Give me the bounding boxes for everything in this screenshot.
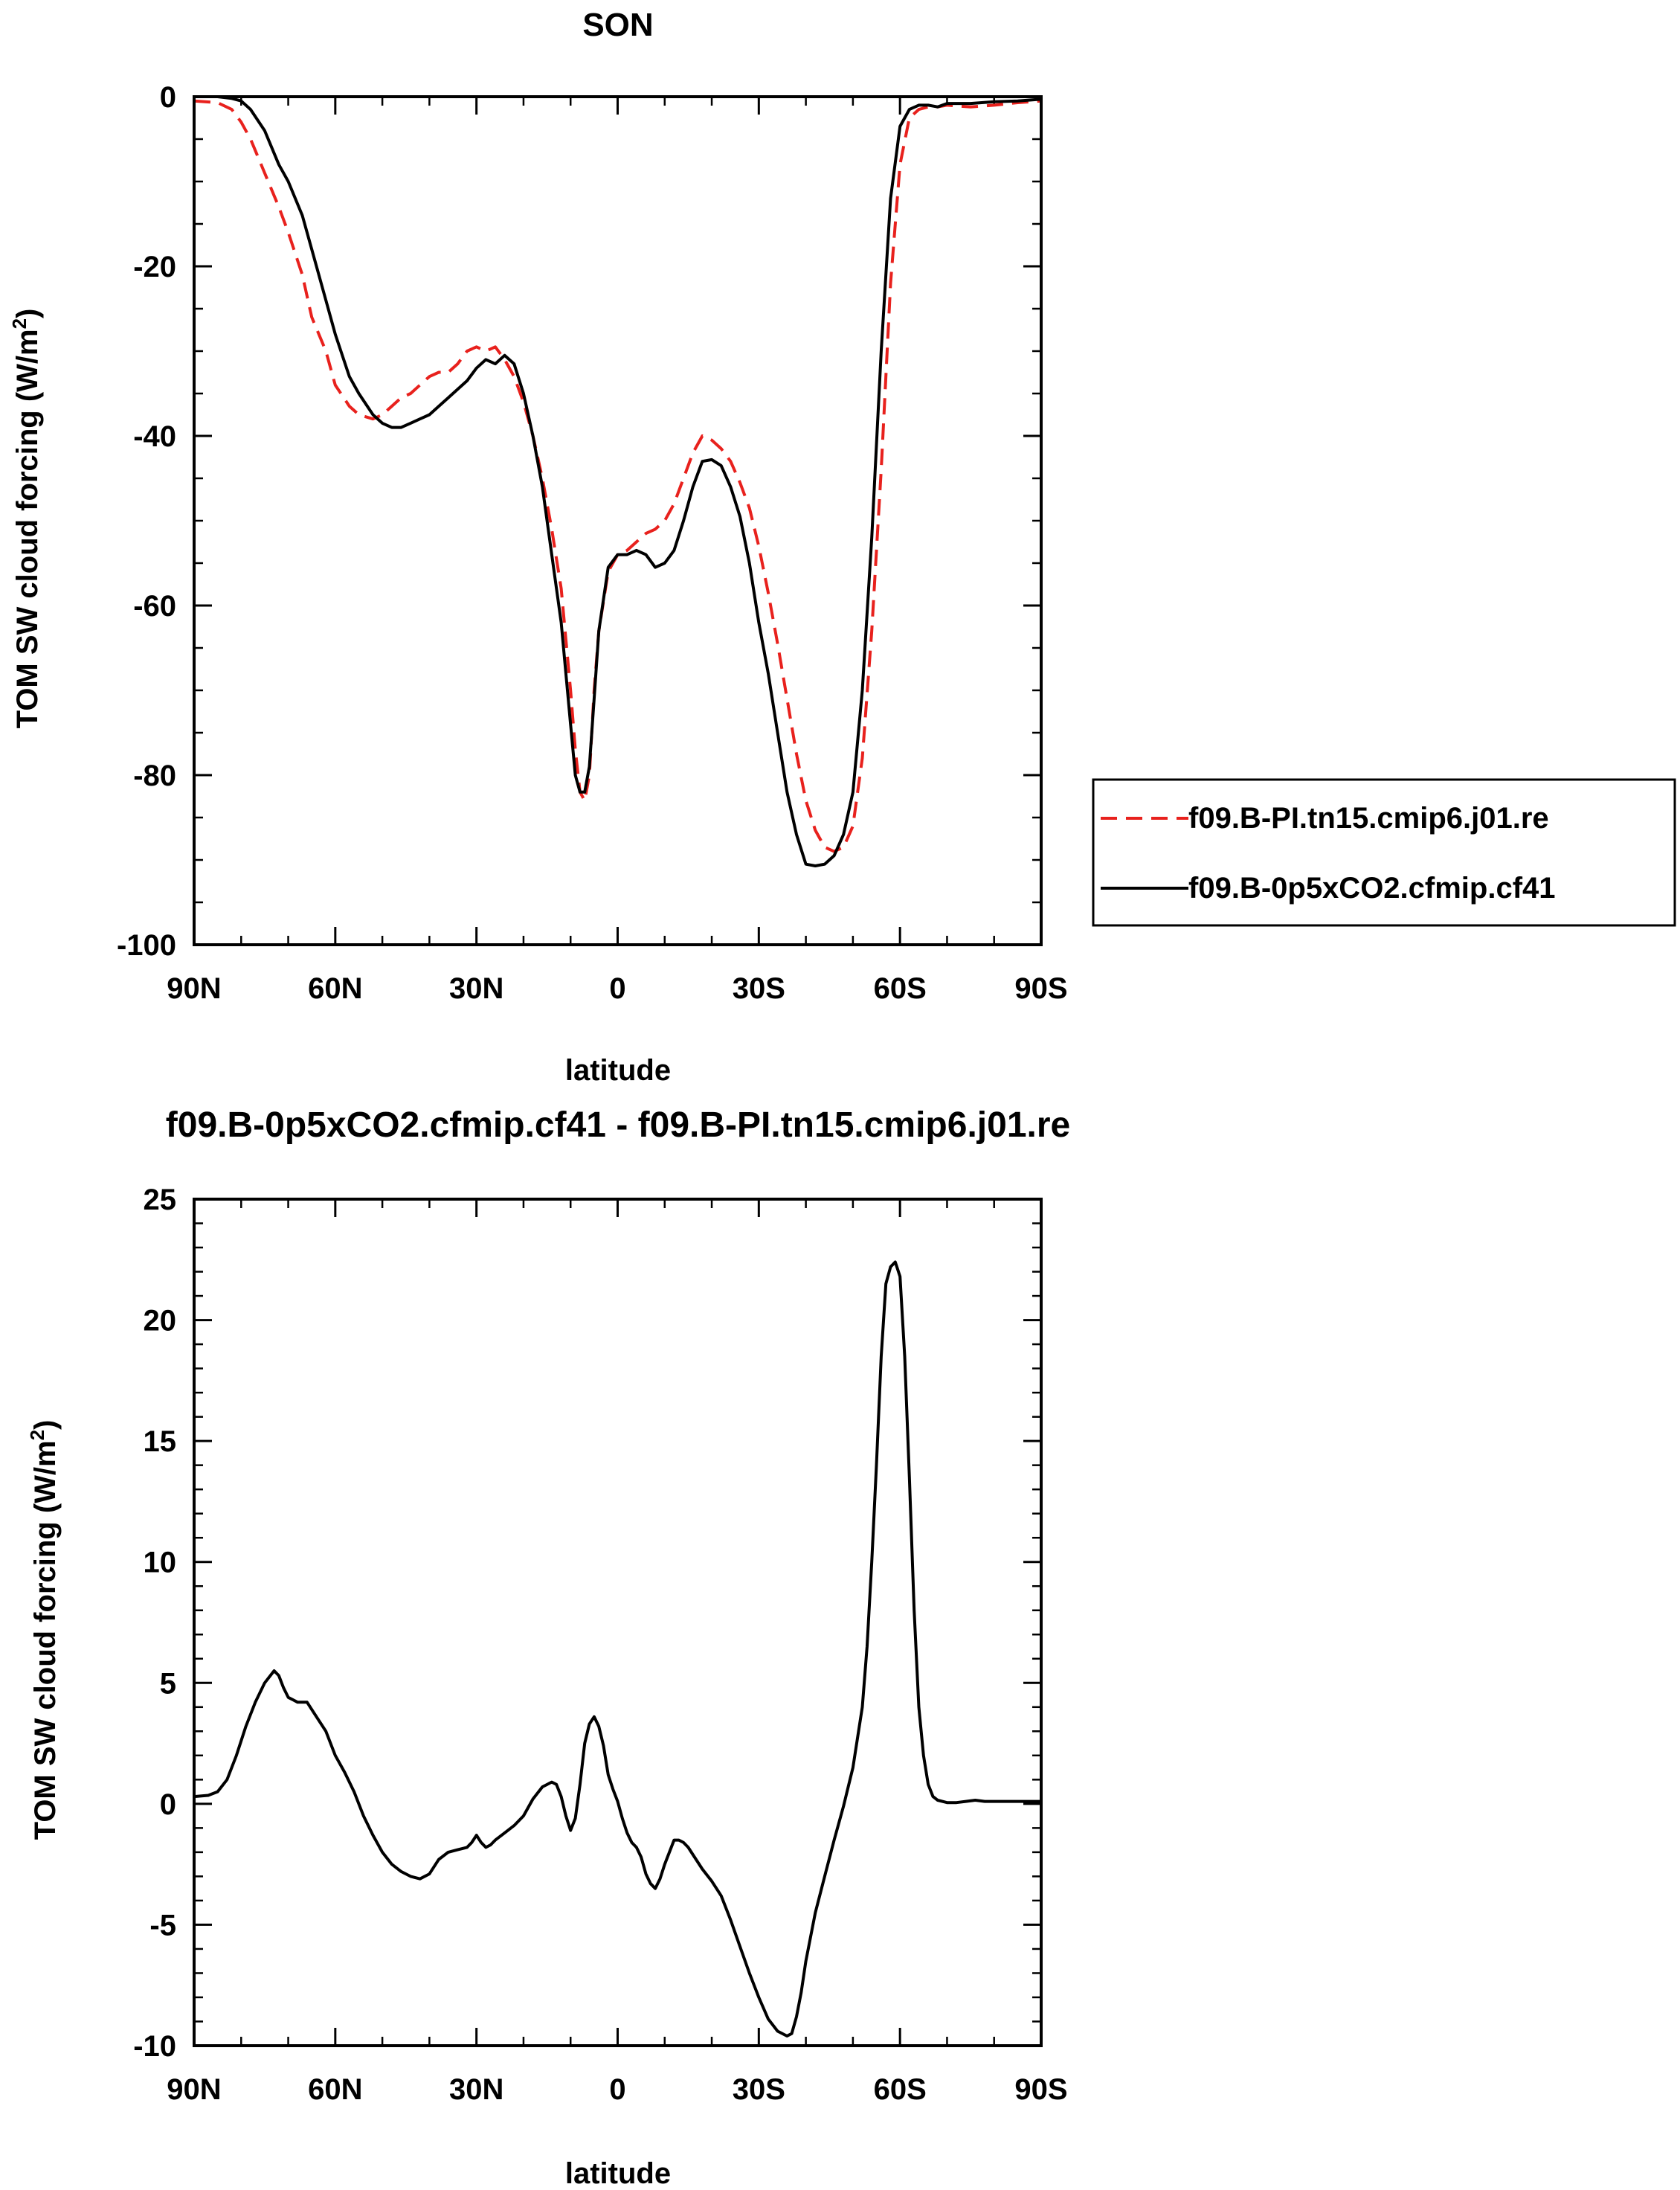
- y-axis-label-text: TOM SW cloud forcing (W/m: [29, 1440, 62, 1840]
- y-tick-label: -20: [133, 251, 176, 283]
- series-line-1: [193, 99, 1042, 853]
- y-tick-label: -60: [133, 590, 176, 623]
- x-tick-label: 30S: [733, 2073, 785, 2106]
- x-tick-label: 0: [609, 972, 625, 1005]
- x-tick-label: 0: [609, 2073, 625, 2106]
- x-tick-label: 30N: [449, 2073, 503, 2106]
- y-tick-label: 0: [160, 81, 176, 114]
- x-tick-label: 60N: [308, 2073, 362, 2106]
- y-tick-label: -5: [149, 1909, 176, 1942]
- legend: f09.B-PI.tn15.cmip6.j01.re f09.B-0p5xCO2.…: [1092, 778, 1676, 927]
- y-tick-label: -80: [133, 760, 176, 792]
- chart-title: SON: [582, 7, 653, 43]
- y-tick-label: -100: [117, 929, 176, 962]
- y-tick-label: -40: [133, 420, 176, 453]
- legend-label: f09.B-PI.tn15.cmip6.j01.re: [1188, 802, 1549, 835]
- series-line-1: [193, 1260, 1041, 2038]
- y-axis-label: TOM SW cloud forcing (W/m2): [26, 1420, 62, 1840]
- x-tick-label: 30S: [733, 972, 785, 1005]
- y-tick-label: 15: [144, 1425, 177, 1458]
- y-tick-label: 20: [144, 1305, 177, 1338]
- x-tick-label: 90N: [167, 2073, 221, 2106]
- y-tick-label: 10: [144, 1547, 177, 1579]
- y-tick-label: 5: [160, 1667, 176, 1700]
- son-panel: SON latitude TOM SW cloud forcing (W/m2)…: [8, 7, 1676, 1087]
- legend-box: [1092, 778, 1676, 927]
- x-axis-label: latitude: [565, 1054, 671, 1087]
- y-tick-label: -10: [133, 2030, 176, 2063]
- x-tick-label: 60S: [874, 972, 927, 1005]
- y-axis-label-superscript: 2: [8, 318, 30, 329]
- y-axis-label: TOM SW cloud forcing (W/m2): [8, 309, 44, 729]
- y-axis-label-close: ): [11, 309, 44, 318]
- x-tick-label: 90N: [167, 972, 221, 1005]
- y-tick-label: 25: [144, 1184, 177, 1216]
- y-tick-label: 0: [160, 1788, 176, 1821]
- axis-ticks: 25 20 15 10 5 0 -5 -10 90N 60N 30N 0 30S 60S 90S: [133, 1184, 1067, 2106]
- x-tick-label: 60S: [874, 2073, 927, 2106]
- x-tick-label: 90S: [1014, 972, 1067, 1005]
- plot-lines: [193, 1260, 1041, 2038]
- x-tick-label: 30N: [449, 972, 503, 1005]
- y-axis-label-superscript: 2: [26, 1430, 48, 1440]
- x-axis-label: latitude: [565, 2157, 671, 2190]
- axis-ticks: 0 -20 -40 -60 -80 -100 90N 60N 30N 0 30S 60S 90S: [117, 81, 1068, 1005]
- y-axis-label-text: TOM SW cloud forcing (W/m: [11, 329, 44, 728]
- series-line-2: [194, 95, 1042, 867]
- chart-title: f09.B-0p5xCO2.cfmip.cf41 - f09.B-PI.tn15…: [166, 1105, 1070, 1145]
- legend-label: f09.B-0p5xCO2.cfmip.cf41: [1188, 872, 1556, 905]
- x-tick-label: 90S: [1014, 2073, 1067, 2106]
- plot-frame: [193, 95, 1043, 946]
- x-tick-label: 60N: [308, 972, 362, 1005]
- difference-panel: f09.B-0p5xCO2.cfmip.cf41 - f09.B-PI.tn15…: [26, 1105, 1070, 2190]
- y-axis-label-close: ): [29, 1420, 62, 1430]
- plot-lines: [193, 95, 1042, 867]
- plot-frame: [193, 1198, 1043, 2047]
